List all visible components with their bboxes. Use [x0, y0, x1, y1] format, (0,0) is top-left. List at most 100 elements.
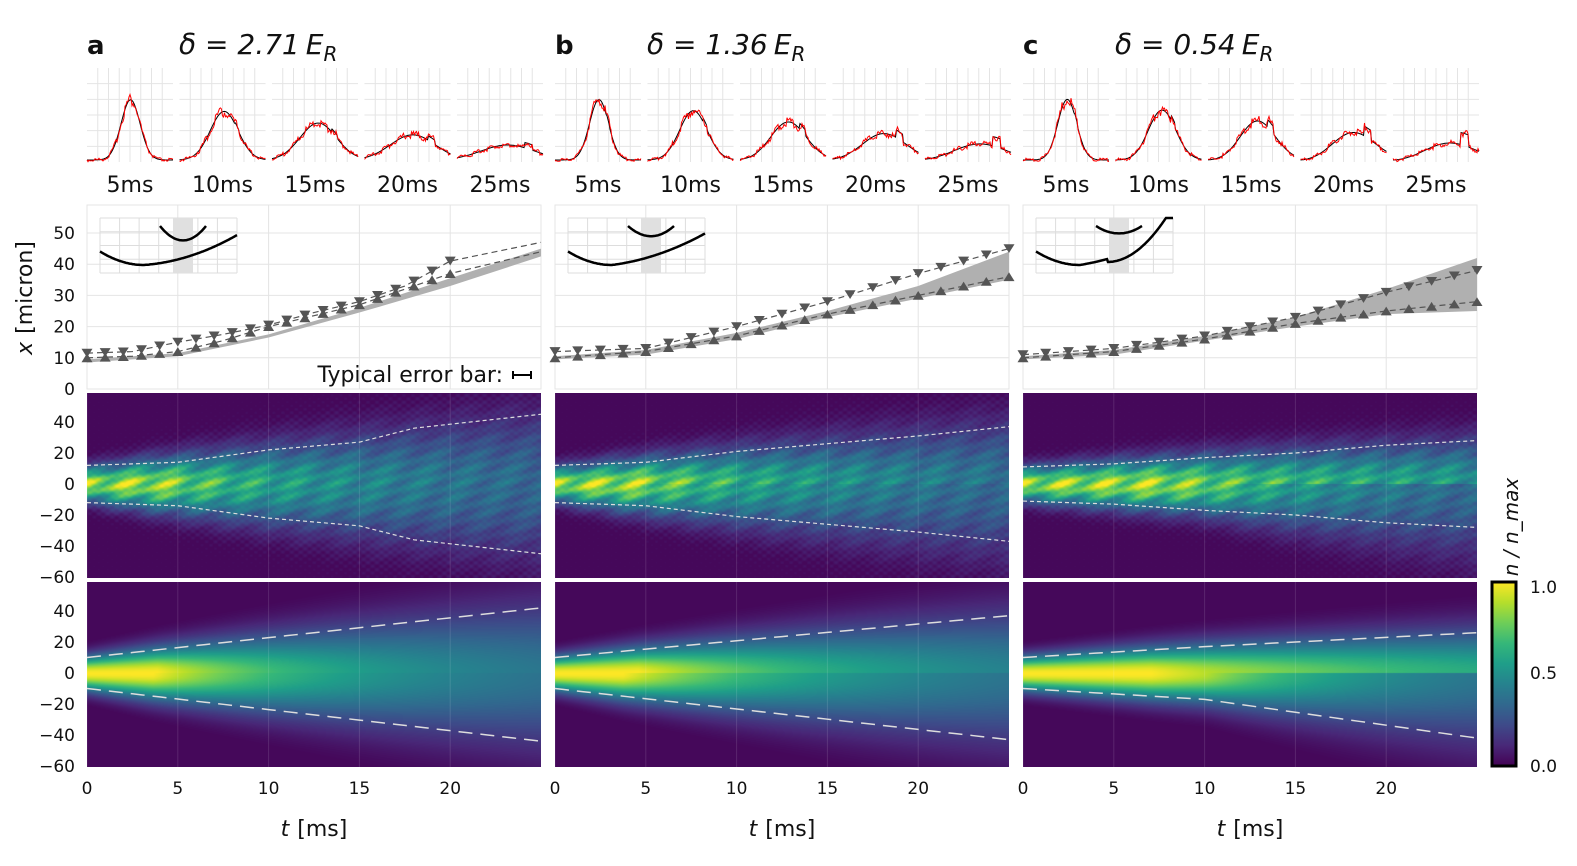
marker-triangle-up — [1017, 353, 1029, 363]
trajectory-line-traj_upper — [86, 241, 542, 354]
colorbar-scale — [1490, 580, 1518, 768]
marker-triangle-up — [281, 317, 293, 327]
marker-triangle-down — [1471, 266, 1483, 275]
marker-triangle-up — [117, 352, 129, 361]
exp-y-tick-label: −20 — [39, 506, 75, 526]
x-tick-label: 20 — [907, 779, 929, 799]
excited-band-curve — [159, 225, 207, 242]
marker-triangle-up — [935, 286, 947, 296]
experiment-curve — [1300, 122, 1387, 162]
marker-triangle-up — [1312, 315, 1324, 325]
marker-triangle-down — [935, 262, 947, 272]
excited-band-curve — [627, 225, 675, 238]
marker-triangle-down — [821, 297, 833, 307]
panel-letter: c — [1023, 31, 1038, 61]
theory-curve — [1023, 98, 1109, 161]
lattice-potential-curve — [567, 232, 706, 267]
experiment-density-heatmap — [555, 393, 1009, 578]
marker-triangle-down — [190, 334, 202, 344]
lattice-potential-curve — [1035, 216, 1173, 267]
marker-triangle-up — [1003, 272, 1015, 282]
experiment-density-heatmap — [87, 393, 541, 578]
marker-triangle-down — [912, 269, 924, 278]
marker-triangle-down — [81, 348, 93, 358]
sim-y-tick-label: 40 — [53, 602, 75, 622]
panel-title: δ = 2.71 ER — [179, 28, 337, 66]
simulation-density-heatmap — [555, 582, 1009, 767]
marker-triangle-down — [708, 327, 720, 337]
marker-triangle-down — [154, 341, 166, 351]
marker-triangle-up — [1153, 340, 1165, 350]
x-axis-unit: [ms] — [297, 817, 347, 842]
marker-triangle-up — [390, 287, 402, 297]
x-axis-symbol: t — [281, 817, 291, 842]
colorbar-tick-label: 0.5 — [1530, 664, 1557, 684]
marker-triangle-down — [980, 250, 992, 260]
snapshot-label: 25ms — [470, 173, 531, 198]
marker-triangle-up — [1131, 344, 1142, 353]
title-E: E — [774, 28, 792, 61]
experiment-edge-line — [86, 413, 542, 466]
title-E: E — [1242, 28, 1260, 61]
panel-c: c δ = 0.54 ER 5ms 10ms 15ms 20ms 25ms — [1017, 28, 1483, 390]
snapshot-10ms: 10ms — [179, 68, 266, 198]
snapshot-25ms: 25ms — [924, 68, 1012, 198]
snapshot-20ms: 20ms — [364, 68, 451, 198]
marker-triangle-down — [117, 347, 129, 357]
experiment-curve — [1207, 114, 1295, 160]
marker-triangle-up — [81, 353, 93, 363]
marker-triangle-up — [1267, 322, 1279, 332]
marker-triangle-up — [372, 294, 384, 303]
marker-triangle-up — [1108, 347, 1120, 356]
sim-y-tick-label: −60 — [39, 757, 75, 777]
panel-title: δ = 1.36 ER — [647, 28, 805, 66]
marker-triangle-up — [844, 305, 856, 314]
snapshot-label: 20ms — [1313, 173, 1374, 198]
marker-triangle-down — [572, 346, 584, 356]
heatmap-overlay-b: 0 5 10 15 20 t [ms] — [550, 393, 1010, 842]
marker-triangle-down — [799, 303, 811, 313]
marker-triangle-up — [821, 309, 833, 319]
experiment-curve — [1115, 105, 1202, 162]
snapshot-15ms: 15ms — [1207, 68, 1295, 198]
marker-triangle-up — [1380, 306, 1392, 316]
marker-triangle-down — [867, 283, 879, 292]
x-axis-symbol: t — [749, 817, 759, 842]
marker-triangle-down — [776, 309, 788, 319]
colorbar-label: n / n_max — [1499, 478, 1523, 577]
panel-b: b δ = 1.36 ER 5ms 10ms 15ms 20ms 25ms — [549, 28, 1015, 390]
exp-y-tick-label: −40 — [39, 537, 75, 557]
snapshot-label: 5ms — [1043, 173, 1090, 198]
marker-triangle-up — [263, 322, 275, 331]
marker-triangle-up — [408, 281, 420, 291]
marker-triangle-up — [753, 326, 765, 335]
marker-triangle-up — [1085, 348, 1097, 358]
marker-triangle-down — [135, 345, 147, 355]
marker-triangle-down — [731, 322, 743, 331]
exp-y-tick-label: 20 — [53, 444, 75, 464]
simulation-edge-line — [1022, 687, 1478, 739]
marker-triangle-up — [640, 347, 652, 356]
marker-triangle-up — [731, 331, 743, 341]
potential-inset — [1035, 216, 1174, 274]
title-sub: R — [791, 42, 805, 66]
marker-triangle-up — [1335, 312, 1347, 322]
experiment-curve — [1022, 98, 1110, 163]
x-tick-label: 5 — [1108, 779, 1119, 799]
simulation-edge-line — [86, 607, 542, 659]
panel-letter: a — [87, 31, 105, 61]
snapshot-25ms: 25ms — [1392, 68, 1480, 198]
colorbar: 0.0 0.5 1.0 n / n_max — [1490, 478, 1557, 777]
marker-triangle-up — [594, 350, 606, 360]
marker-triangle-up — [890, 295, 901, 305]
marker-triangle-up — [572, 351, 584, 361]
sim-y-tick-label: −40 — [39, 726, 75, 746]
sim-y-tick-label: 20 — [53, 633, 75, 653]
error-bar-label: Typical error bar: — [316, 363, 503, 388]
title-sub: R — [1259, 42, 1273, 66]
x-tick-label: 10 — [258, 779, 280, 799]
traj-y-tick-label: 40 — [53, 255, 75, 275]
marker-triangle-up — [335, 304, 347, 314]
marker-triangle-up — [912, 291, 924, 300]
